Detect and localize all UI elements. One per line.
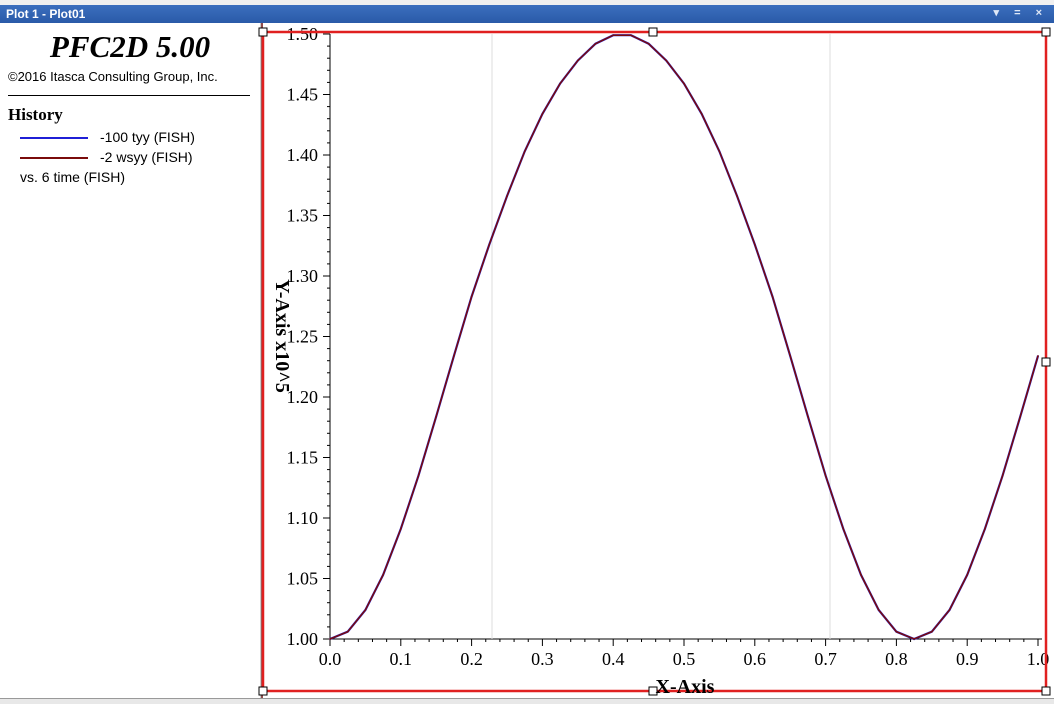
history-heading: History xyxy=(8,105,63,124)
x-tick-label: 0.1 xyxy=(390,649,413,669)
toolbar-strip xyxy=(0,0,1054,5)
series-1-point xyxy=(346,630,349,633)
x-tick-label: 0.6 xyxy=(744,649,767,669)
series-1-point xyxy=(1037,355,1039,357)
resize-handle[interactable] xyxy=(258,27,268,37)
x-tick-label: 0.9 xyxy=(956,649,979,669)
series-1-point xyxy=(470,295,473,298)
series-1-point xyxy=(1019,415,1022,418)
series-1-point xyxy=(860,574,862,576)
legend-label-tyy: -100 tyy (FISH) xyxy=(100,129,195,145)
series-1-point xyxy=(966,574,968,576)
resize-handle[interactable] xyxy=(258,686,268,696)
series-1-point xyxy=(842,528,845,530)
selection-rect xyxy=(261,30,1048,693)
y-tick-label: 1.10 xyxy=(287,508,319,528)
x-tick-label: 0.5 xyxy=(673,649,696,669)
series-1-point xyxy=(647,42,650,45)
series-line-0 xyxy=(329,34,1040,641)
series-1-point xyxy=(506,195,508,197)
legend-swatch-wsyy xyxy=(20,157,88,159)
x-tick-label: 0.0 xyxy=(319,649,342,669)
plot-series xyxy=(329,34,1040,641)
plot-frame xyxy=(261,23,1042,698)
resize-handle[interactable] xyxy=(1041,686,1051,696)
resize-handle[interactable] xyxy=(1041,27,1051,37)
series-1-point xyxy=(594,42,597,45)
series-1-point xyxy=(736,195,738,197)
y-axis-label: Y-Axis x10^5 xyxy=(271,279,293,393)
y-tick-label: 1.45 xyxy=(287,85,319,105)
series-1-point xyxy=(329,638,331,640)
resize-handle[interactable] xyxy=(648,27,658,37)
series-1-point xyxy=(754,243,756,246)
menu-dropdown-icon[interactable]: ▾ xyxy=(993,7,1005,19)
series-1-point xyxy=(913,638,915,640)
series-1-point xyxy=(948,609,951,611)
x-tick-label: 0.8 xyxy=(885,649,908,669)
series-1-point xyxy=(453,355,455,357)
series-1-point xyxy=(559,82,561,85)
series-1-point xyxy=(630,34,632,36)
y-tick-label: 1.50 xyxy=(287,24,319,44)
series-1-point xyxy=(877,609,880,611)
y-tick-label: 1.00 xyxy=(287,629,319,649)
series-1-point xyxy=(577,59,579,62)
series-1-point xyxy=(700,113,703,115)
legend-panel: PFC2D 5.00 ©2016 Itasca Consulting Group… xyxy=(0,23,261,698)
series-1-point xyxy=(1001,474,1004,477)
series-1-point xyxy=(789,355,791,357)
series-1-point xyxy=(807,415,809,418)
x-axis-label: X-Axis xyxy=(656,676,715,698)
x-tick-label: 0.7 xyxy=(814,649,837,669)
series-1-point xyxy=(488,243,491,246)
x-tick-label: 0.2 xyxy=(460,649,483,669)
y-tick-label: 1.40 xyxy=(287,145,319,165)
selection-box[interactable] xyxy=(258,27,1051,696)
series-1-point xyxy=(931,630,933,633)
status-strip xyxy=(0,698,1054,704)
y-tick-label: 1.35 xyxy=(287,206,319,226)
copyright-text: ©2016 Itasca Consulting Group, Inc. xyxy=(8,69,218,84)
resize-handle[interactable] xyxy=(648,686,658,696)
y-tick-label: 1.25 xyxy=(287,327,319,347)
window-controls[interactable]: ▾ = × xyxy=(993,6,1048,19)
y-tick-label: 1.15 xyxy=(287,448,319,468)
series-1-point xyxy=(364,609,367,611)
restore-icon[interactable]: = xyxy=(1014,7,1027,19)
series-1-point xyxy=(718,150,721,153)
legend-divider xyxy=(8,95,250,96)
window-titlebar[interactable]: Plot 1 - Plot01 ▾ = × xyxy=(0,5,1054,23)
y-tick-label: 1.05 xyxy=(287,569,319,589)
x-tick-label: 0.4 xyxy=(602,649,625,669)
series-1-point xyxy=(683,82,685,85)
x-tick-label: 1.0 xyxy=(1027,649,1050,669)
x-tick-label: 0.3 xyxy=(531,649,554,669)
app-title: PFC2D 5.00 xyxy=(49,29,211,64)
series-1-point xyxy=(895,630,898,633)
resize-handle[interactable] xyxy=(1041,357,1051,367)
series-1-point xyxy=(984,528,986,530)
series-1-point xyxy=(435,415,438,418)
window-title: Plot 1 - Plot01 xyxy=(6,7,86,21)
legend-swatch-tyy xyxy=(20,137,88,139)
close-icon[interactable]: × xyxy=(1035,7,1048,19)
series-1-point xyxy=(417,474,420,477)
series-1-point xyxy=(665,59,668,62)
vs-label: vs. 6 time (FISH) xyxy=(20,169,126,185)
legend-label-wsyy: -2 wsyy (FISH) xyxy=(100,149,193,165)
series-1-point xyxy=(612,34,614,36)
series-1-point xyxy=(824,474,827,477)
series-1-point xyxy=(771,295,774,298)
series-line-1 xyxy=(329,34,1039,640)
axis-ticks: 1.00 1.05 1.10 1.15 1.20 1.25 1.30 1.35 1.40 1.45… xyxy=(287,24,1050,669)
series-1-point xyxy=(523,150,526,153)
series-1-point xyxy=(382,574,384,576)
series-1-point xyxy=(541,113,544,115)
y-tick-label: 1.20 xyxy=(287,387,319,407)
series-1-point xyxy=(400,528,402,530)
y-tick-label: 1.30 xyxy=(287,266,319,286)
